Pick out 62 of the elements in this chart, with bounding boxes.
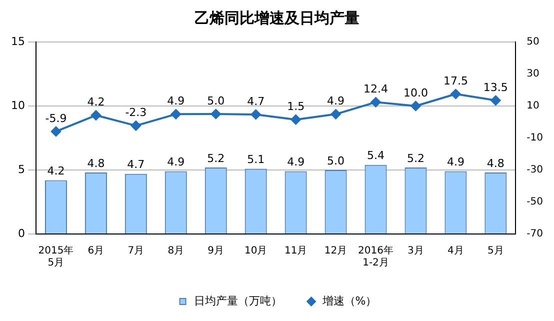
data-label: 4.8 [87,156,105,170]
data-label: 4.9 [446,156,464,169]
data-label: 13.5 [483,80,508,94]
x-tick-label: 2015年 5月 [38,244,74,269]
x-tick-label: 4月 [448,246,464,257]
y2-tick-label: -50 [526,196,544,208]
chart-title: 乙烯同比增速及日均产量 [194,8,360,27]
x-tick-label: 6月 [88,246,104,257]
data-label: 4.2 [87,96,105,109]
data-label: 4.2 [47,164,65,178]
data-label: 4.9 [167,156,185,169]
data-label: 4.9 [327,94,345,108]
data-label: 4.7 [247,94,265,108]
y-tick-label: 10 [10,98,25,112]
point [450,89,461,99]
data-label: 5.0 [207,94,225,108]
y2-tick-label: -70 [526,228,544,240]
data-label: -2.3 [125,106,147,120]
data-label: 1.5 [287,100,305,113]
y2-tick-label: -30 [526,164,544,176]
y-tick-label: 15 [10,34,25,48]
data-label: 5.4 [367,149,385,162]
data-label: 4.9 [167,94,185,108]
point [210,109,221,119]
point [370,97,381,108]
point [170,109,181,120]
point [330,109,341,120]
data-label: 4.7 [127,158,145,172]
x-tick-label: 3月 [408,246,424,257]
data-label: 5.2 [207,152,225,165]
y-tick-label: 5 [18,162,25,176]
y2-tick-label: 50 [526,36,540,48]
x-tick-label: 11月 [284,246,308,257]
data-label: 4.8 [486,156,504,170]
x-tick-label: 2016年 1-2月 [358,244,394,269]
point [410,101,421,111]
x-tick-label: 9月 [208,246,224,257]
data-label: 5.1 [247,153,265,166]
legend-label: 日均产量（万吨） [194,294,282,308]
point [50,126,61,136]
x-tick-label: 5月 [487,246,504,257]
data-label: 17.5 [443,74,468,88]
y2-tick-label: 10 [526,100,540,112]
legend-label: 增速（%） [321,294,377,308]
x-tick-label: 12月 [324,246,348,257]
point [130,120,141,131]
point [90,110,101,120]
data-label: 5.0 [327,154,345,168]
data-label: 10.0 [403,86,428,100]
point [490,95,501,106]
data-label: -5.9 [45,112,67,125]
y2-tick-label: 30 [526,68,540,80]
x-tick-label: 8月 [168,246,184,257]
data-label: 5.2 [406,152,424,165]
data-label: 12.4 [364,82,388,96]
x-tick-label: 10月 [244,246,268,257]
data-label: 4.9 [287,156,305,169]
x-tick-label: 7月 [128,246,144,257]
point [290,114,301,125]
y2-tick-label: -10 [526,132,544,144]
point [250,109,261,120]
y-tick-label: 0 [18,226,25,240]
